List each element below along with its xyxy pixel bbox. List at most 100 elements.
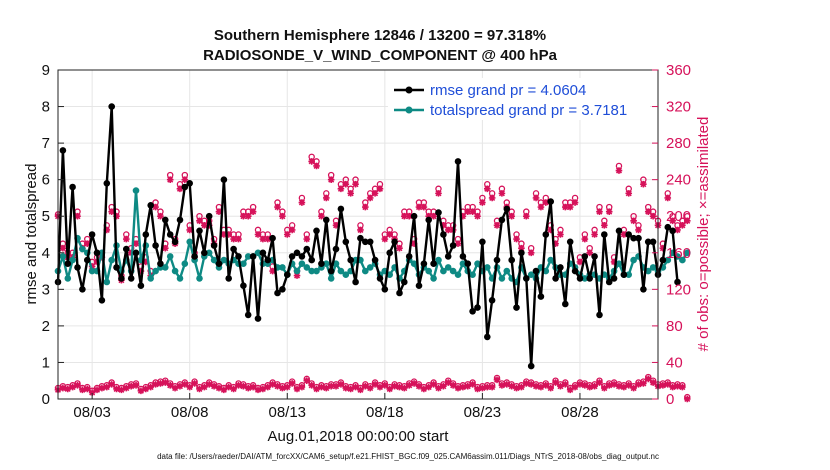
obs-assimilated-glyph: [142, 258, 150, 266]
rmse-point: [79, 286, 86, 293]
obs-assimilated-glyph: [74, 381, 81, 389]
rmse-point: [376, 275, 384, 282]
obs-assimilated-marker: [679, 383, 686, 391]
obs-assimilated-marker: [464, 382, 472, 390]
totalspread-point: [664, 256, 672, 264]
rmse-point: [405, 253, 413, 260]
obs-assimilated-marker: [532, 382, 540, 390]
rmse-point: [176, 216, 184, 224]
obs-assimilated-glyph: [225, 383, 233, 391]
obs-assimilated-glyph: [215, 384, 223, 392]
obs-assimilated-glyph: [235, 381, 242, 389]
obs-assimilated-glyph: [279, 212, 286, 220]
obs-assimilated-glyph: [522, 212, 530, 220]
obs-assimilated-marker: [103, 226, 111, 234]
totalspread-point: [88, 267, 96, 275]
obs-assimilated-glyph: [83, 385, 91, 393]
totalspread-point: [298, 260, 306, 268]
obs-assimilated-marker: [201, 222, 208, 229]
rmse-point: [259, 249, 267, 257]
obs-assimilated-marker: [157, 212, 164, 220]
legend-box: [388, 78, 650, 120]
obs-assimilated-marker: [371, 381, 379, 388]
obs-assimilated-glyph: [610, 258, 618, 266]
obs-assimilated-marker: [137, 387, 145, 395]
obs-assimilated-glyph: [235, 235, 242, 243]
totalspread-point: [362, 267, 369, 275]
obs-assimilated-glyph: [420, 385, 428, 393]
rmse-point: [147, 202, 154, 209]
obs-assimilated-glyph: [308, 158, 315, 165]
obs-assimilated-glyph: [581, 381, 589, 389]
rmse-point: [435, 209, 442, 216]
obs-assimilated-glyph: [635, 226, 642, 234]
obs-assimilated-glyph: [244, 384, 252, 392]
obs-assimilated-marker: [298, 199, 306, 206]
rmse-point: [484, 333, 491, 341]
left-tick-label: 0: [42, 391, 50, 408]
obs-assimilated-glyph: [147, 383, 154, 391]
obs-assimilated-marker: [313, 162, 320, 170]
rmse-point: [649, 238, 657, 246]
obs-assimilated-glyph: [488, 383, 496, 391]
obs-assimilated-marker: [522, 380, 530, 387]
rmse-point: [596, 311, 603, 319]
obs-assimilated-marker: [142, 258, 150, 266]
obs-assimilated-marker: [483, 185, 491, 193]
obs-assimilated-marker: [215, 208, 223, 215]
rmse-point: [201, 249, 208, 257]
obs-assimilated-glyph: [396, 383, 403, 391]
obs-assimilated-glyph: [683, 395, 691, 403]
rmse-point: [293, 249, 301, 257]
obs-assimilated-marker: [513, 384, 520, 392]
rmse-point: [123, 245, 130, 253]
obs-assimilated-glyph: [625, 381, 633, 389]
rmse-point: [674, 278, 681, 286]
obs-assimilated-glyph: [469, 208, 476, 215]
obs-assimilated-marker: [440, 222, 447, 229]
obs-assimilated-marker: [357, 226, 364, 234]
obs-assimilated-marker: [162, 379, 169, 386]
obs-assimilated-marker: [74, 381, 81, 389]
rmse-point: [157, 260, 164, 268]
obs-assimilated-glyph: [635, 381, 642, 388]
rmse-point: [93, 249, 101, 257]
obs-assimilated-glyph: [122, 235, 130, 243]
obs-assimilated-marker: [683, 395, 691, 403]
obs-assimilated-marker: [122, 384, 130, 392]
obs-assimilated-glyph: [162, 379, 169, 386]
line-series: [54, 103, 691, 370]
obs-assimilated-glyph: [615, 382, 623, 390]
totalspread-point: [679, 256, 686, 264]
obs-assimilated-marker: [147, 383, 154, 391]
left-tick-label: 7: [42, 135, 50, 152]
obs-assimilated-glyph: [118, 386, 125, 394]
obs-assimilated-glyph: [527, 381, 535, 388]
obs-assimilated-marker: [425, 212, 433, 220]
totalspread-point: [308, 267, 316, 275]
right-tick-label: 80: [666, 318, 683, 335]
rmse-point: [469, 308, 476, 315]
rmse-point: [220, 176, 228, 183]
obs-assimilated-glyph: [264, 235, 272, 243]
obs-assimilated-glyph: [537, 383, 545, 391]
obs-assimilated-glyph: [644, 208, 652, 215]
obs-assimilated-marker: [186, 383, 194, 391]
totalspread-point: [64, 275, 72, 282]
obs-assimilated-marker: [322, 194, 330, 202]
chart-title-line1: Southern Hemisphere 12846 / 13200 = 97.3…: [214, 27, 546, 44]
obs-assimilated-marker: [469, 208, 476, 215]
rmse-point: [537, 293, 545, 300]
obs-assimilated-marker: [79, 386, 86, 394]
obs-assimilated-marker: [649, 379, 657, 386]
rmse-point: [542, 231, 550, 238]
rmse-point: [518, 249, 525, 257]
totalspread-point: [649, 264, 657, 271]
obs-assimilated-glyph: [435, 384, 442, 392]
obs-assimilated-glyph: [205, 381, 213, 388]
obs-assimilated-glyph: [186, 226, 194, 234]
legend-rmse-label: rmse grand pr = 4.0604: [430, 82, 586, 99]
obs-assimilated-glyph: [562, 203, 569, 211]
rmse-point: [381, 286, 389, 293]
obs-assimilated-marker: [552, 240, 559, 247]
